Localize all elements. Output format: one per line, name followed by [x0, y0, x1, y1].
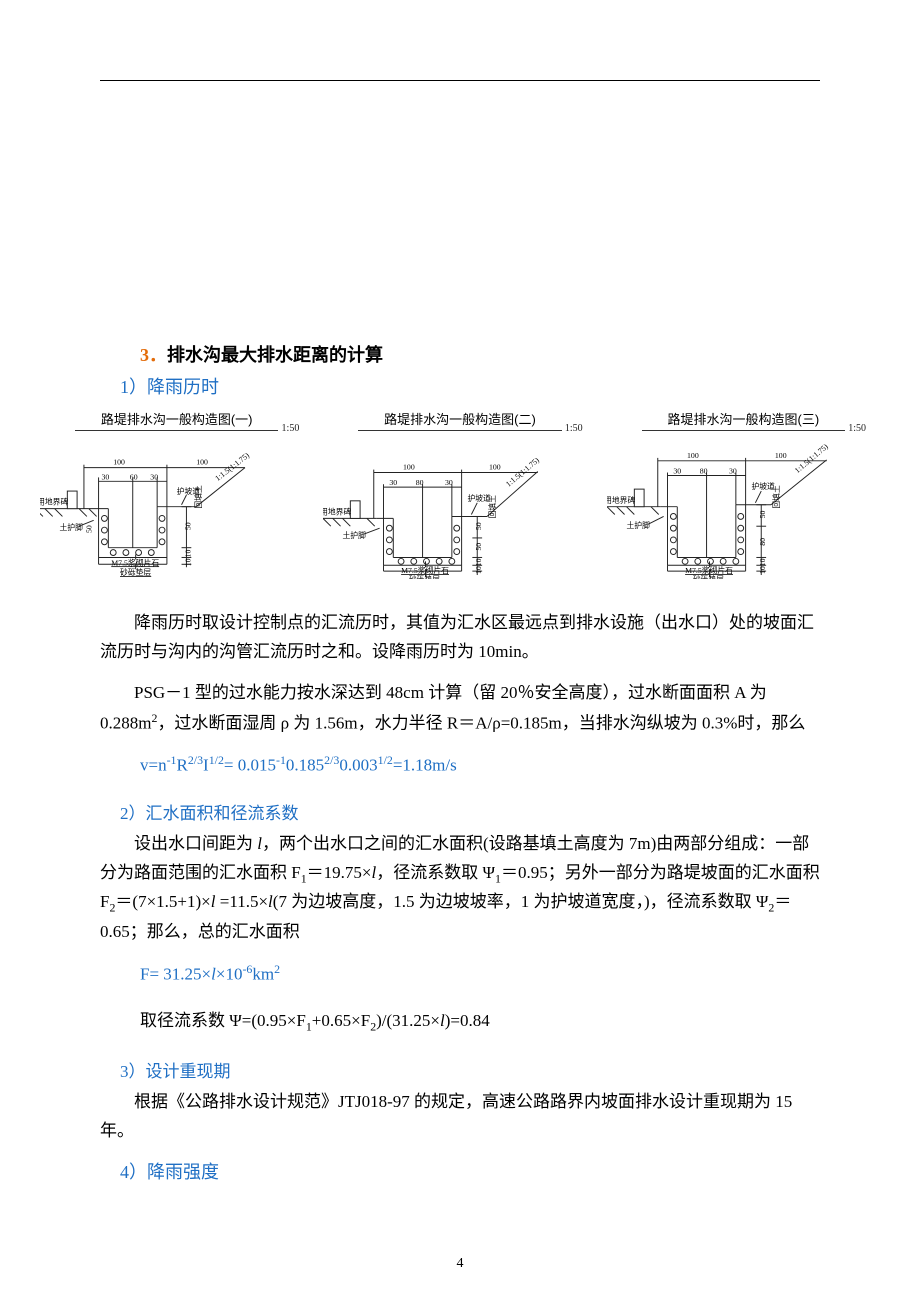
section-title: 3．排水沟最大排水距离的计算	[140, 341, 820, 367]
figure-1-svg: 100 100 30 60 30	[40, 409, 313, 579]
figures-row: 路堤排水沟一般构造图(一) 1:50	[40, 409, 880, 579]
figure-2-caption: 路堤排水沟一般构造图(二)	[358, 409, 561, 431]
svg-text:50: 50	[85, 525, 94, 533]
svg-text:50: 50	[183, 522, 192, 530]
formula-1: v=n-1R2/3I1/2= 0.015-10.1852/30.0031/2=1…	[140, 750, 820, 781]
svg-text:30: 30	[673, 467, 681, 476]
svg-text:10: 10	[183, 558, 192, 566]
svg-text:30: 30	[445, 478, 453, 487]
figure-3-scale: 1:50	[848, 423, 866, 434]
top-rule	[100, 80, 820, 81]
section-title-text: 排水沟最大排水距离的计算	[167, 345, 383, 365]
svg-text:50: 50	[474, 543, 483, 551]
svg-text:用地界碑: 用地界碑	[323, 506, 351, 516]
para-4: 取径流系数 Ψ=(0.95×F1+0.65×F2)/(31.25×l)=0.84	[140, 1007, 820, 1037]
svg-text:10: 10	[183, 550, 192, 558]
svg-text:100: 100	[403, 463, 415, 472]
svg-text:1:1.5(1:1.75): 1:1.5(1:1.75)	[793, 442, 830, 475]
figure-1: 路堤排水沟一般构造图(一) 1:50	[40, 409, 313, 579]
svg-text:100: 100	[196, 458, 208, 467]
section-number: 3．	[140, 345, 167, 365]
svg-text:10: 10	[758, 566, 767, 574]
svg-text:30: 30	[390, 478, 398, 487]
svg-text:10: 10	[474, 566, 483, 574]
figure-3: 路堤排水沟一般构造图(三) 1:50	[607, 409, 880, 579]
svg-text:回填土: 回填土	[770, 485, 780, 509]
svg-text:80: 80	[699, 467, 707, 476]
svg-text:10: 10	[758, 558, 767, 566]
figure-2-svg: 100 100 30 80 30	[323, 409, 596, 579]
svg-text:回填土: 回填土	[193, 485, 203, 509]
svg-text:回填土: 回填土	[487, 495, 497, 519]
svg-text:60: 60	[130, 472, 138, 481]
figure-3-svg: 100 100 30 80 30	[607, 409, 880, 579]
subheading-3: 3）设计重现期	[120, 1057, 820, 1082]
svg-text:30: 30	[101, 472, 109, 481]
figure-2: 路堤排水沟一般构造图(二) 1:50	[323, 409, 596, 579]
svg-text:砂砾垫层: 砂砾垫层	[693, 574, 724, 579]
para-2: PSG－1 型的过水能力按水深达到 48cm 计算（留 20％安全高度），过水断…	[100, 679, 820, 738]
svg-text:30: 30	[729, 467, 737, 476]
figure-1-scale: 1:50	[282, 423, 300, 434]
figure-2-scale: 1:50	[565, 423, 583, 434]
svg-text:用地界碑: 用地界碑	[607, 495, 635, 505]
svg-text:10: 10	[474, 558, 483, 566]
svg-text:用地界碑: 用地界碑	[40, 497, 68, 507]
para-5: 根据《公路排水设计规范》JTJ018-97 的规定，高速公路路界内坡面排水设计重…	[100, 1088, 820, 1146]
figure-3-caption: 路堤排水沟一般构造图(三)	[642, 409, 845, 431]
subheading-1: 1）降雨历时	[120, 373, 820, 399]
svg-text:100: 100	[489, 463, 501, 472]
para-3: 设出水口间距为 l，两个出水口之间的汇水面积(设路基填土高度为 7m)由两部分组…	[100, 830, 820, 947]
document-page: 3．排水沟最大排水距离的计算 1）降雨历时 路堤排水沟一般构造图(一) 1:50	[0, 0, 920, 1302]
svg-text:50: 50	[758, 511, 767, 519]
page-number: 4	[0, 1256, 920, 1272]
svg-text:100: 100	[775, 451, 787, 460]
svg-text:80: 80	[758, 538, 767, 546]
svg-text:土护脚: 土护脚	[343, 530, 367, 540]
svg-text:土护脚: 土护脚	[626, 520, 650, 530]
svg-text:100: 100	[113, 458, 125, 467]
subheading-2: 2）汇水面积和径流系数	[120, 799, 820, 824]
figure-1-caption: 路堤排水沟一般构造图(一)	[75, 409, 278, 431]
svg-text:80: 80	[416, 478, 424, 487]
para-1: 降雨历时取设计控制点的汇流历时，其值为汇水区最远点到排水设施（出水口）处的坡面汇…	[100, 609, 820, 667]
svg-text:30: 30	[150, 472, 158, 481]
svg-text:100: 100	[687, 451, 699, 460]
svg-text:50: 50	[474, 522, 483, 530]
svg-text:砂砾垫层: 砂砾垫层	[409, 574, 440, 579]
svg-text:土护脚: 土护脚	[60, 522, 84, 532]
formula-2: F= 31.25×l×10-6km2	[140, 959, 820, 990]
subheading-4: 4）降雨强度	[120, 1158, 820, 1184]
